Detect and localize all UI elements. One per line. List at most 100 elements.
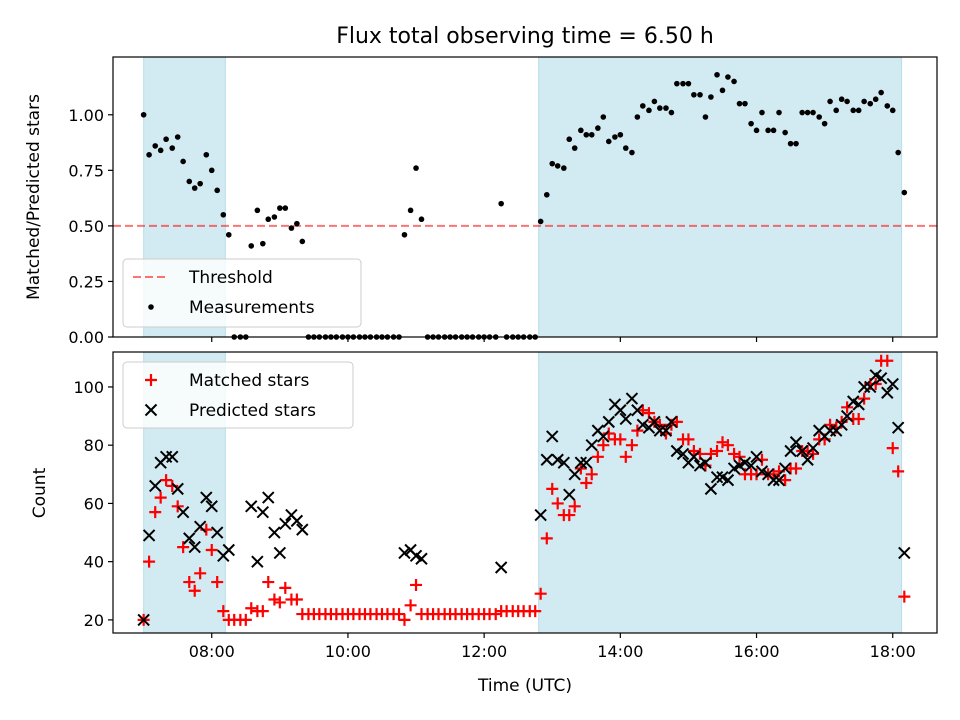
- top-plot-frame: [112, 56, 938, 338]
- measurement-point: [799, 109, 805, 116]
- matched-stars-point: [711, 445, 724, 458]
- measurement-point: [884, 103, 891, 109]
- measurement-point: [685, 80, 692, 87]
- matched-stars-point: [393, 608, 406, 621]
- measurement-point: [663, 105, 669, 111]
- predicted-stars-point: [789, 436, 803, 449]
- bottom-y-tick-label: 80: [84, 436, 104, 455]
- predicted-stars-point: [557, 456, 571, 469]
- predicted-stars-point: [585, 438, 598, 452]
- top-y-axis-label: Matched/Predicted stars: [24, 94, 44, 300]
- predicted-stars-point: [222, 543, 235, 557]
- bottom-legend: Matched stars Predicted stars: [122, 361, 354, 429]
- measurement-point: [725, 74, 731, 80]
- measurement-point: [282, 205, 289, 211]
- measurement-point: [895, 149, 901, 156]
- measurement-point: [554, 163, 561, 169]
- measurement-point: [861, 98, 867, 105]
- measurement-point: [413, 165, 419, 171]
- measurement-point: [810, 109, 816, 116]
- bottom-y-tick-label: 20: [84, 611, 104, 630]
- measurement-point: [901, 189, 908, 196]
- predicted-stars-point: [795, 444, 809, 458]
- measurement-point: [401, 231, 408, 238]
- matched-stars-point: [540, 532, 553, 545]
- predicted-stars-point: [279, 517, 292, 531]
- top-y-tick-label: 0.50: [68, 217, 104, 236]
- matched-stars-point: [721, 439, 734, 452]
- measurement-point: [770, 127, 777, 134]
- legend-label: Measurements: [189, 298, 315, 318]
- measurement-point: [640, 103, 646, 109]
- measurement-point: [804, 109, 811, 116]
- matched-stars-point: [154, 491, 167, 504]
- matched-stars-point: [239, 613, 252, 626]
- top-y-tick-label: 0.25: [68, 272, 104, 291]
- measurement-point: [146, 151, 152, 158]
- legend-measurements-handle: [148, 304, 154, 310]
- predicted-stars-point: [580, 456, 593, 469]
- measurement-point: [583, 131, 590, 138]
- matched-stars-point: [898, 590, 911, 603]
- predicted-stars-point: [597, 430, 610, 443]
- measurement-point: [646, 107, 652, 114]
- x-axis-label: Time (UTC): [477, 676, 572, 696]
- predicted-stars-point: [891, 421, 905, 434]
- legend-label: Matched stars: [189, 371, 309, 391]
- predicted-stars-point: [494, 561, 508, 574]
- measurement-point: [765, 127, 771, 134]
- measurement-point: [566, 136, 573, 143]
- matched-stars-point: [580, 477, 593, 490]
- measurement-point: [736, 100, 743, 107]
- measurement-point: [708, 94, 714, 100]
- measurement-point: [197, 180, 203, 187]
- predicted-stars-point: [205, 500, 218, 513]
- matched-stars-point: [682, 433, 695, 446]
- predicted-stars-point: [738, 456, 752, 469]
- matched-stars-point: [188, 584, 201, 597]
- bottom-y-tick-label: 100: [73, 378, 104, 397]
- measurement-point: [498, 200, 504, 207]
- matched-stars-point: [279, 581, 292, 594]
- predicted-stars-point: [200, 491, 213, 504]
- predicted-stars-point: [898, 546, 911, 560]
- measurement-point: [277, 205, 283, 211]
- predicted-stars-point: [149, 479, 162, 493]
- measurement-point: [889, 107, 896, 114]
- measurement-point: [878, 89, 884, 96]
- predicted-stars-point: [290, 514, 304, 528]
- measurement-point: [225, 231, 232, 238]
- matched-stars-point: [824, 418, 837, 431]
- measurement-point: [753, 127, 760, 134]
- x-tick-label: 08:00: [189, 642, 235, 661]
- matched-stars-point: [290, 593, 303, 606]
- predicted-stars-point: [251, 555, 264, 568]
- predicted-stars-point: [631, 404, 644, 417]
- matched-stars-point: [852, 412, 865, 425]
- predicted-stars-point: [840, 409, 854, 423]
- matched-stars-point: [551, 497, 564, 510]
- predicted-stars-point: [602, 415, 615, 429]
- legend-label: Predicted stars: [189, 401, 316, 421]
- measurement-point: [850, 107, 857, 114]
- matched-stars-point: [841, 401, 854, 414]
- matched-stars-point: [211, 576, 224, 589]
- measurement-point: [220, 211, 227, 218]
- predicted-stars-point: [801, 453, 814, 466]
- predicted-stars-point: [864, 380, 877, 394]
- measurement-point: [561, 165, 567, 171]
- matched-stars-point: [886, 442, 899, 455]
- predicted-stars-point: [256, 505, 270, 519]
- measurement-point: [203, 151, 210, 158]
- measurement-point: [588, 131, 595, 138]
- measurement-point: [748, 120, 754, 127]
- predicted-stars-point: [563, 488, 576, 501]
- matched-stars-point: [755, 453, 768, 466]
- measurement-point: [537, 218, 544, 225]
- matched-stars-point: [670, 415, 683, 428]
- matched-stars-point: [881, 354, 894, 367]
- predicted-stars-point: [619, 412, 632, 426]
- measurement-point: [844, 98, 850, 105]
- matched-stars-point: [256, 605, 269, 618]
